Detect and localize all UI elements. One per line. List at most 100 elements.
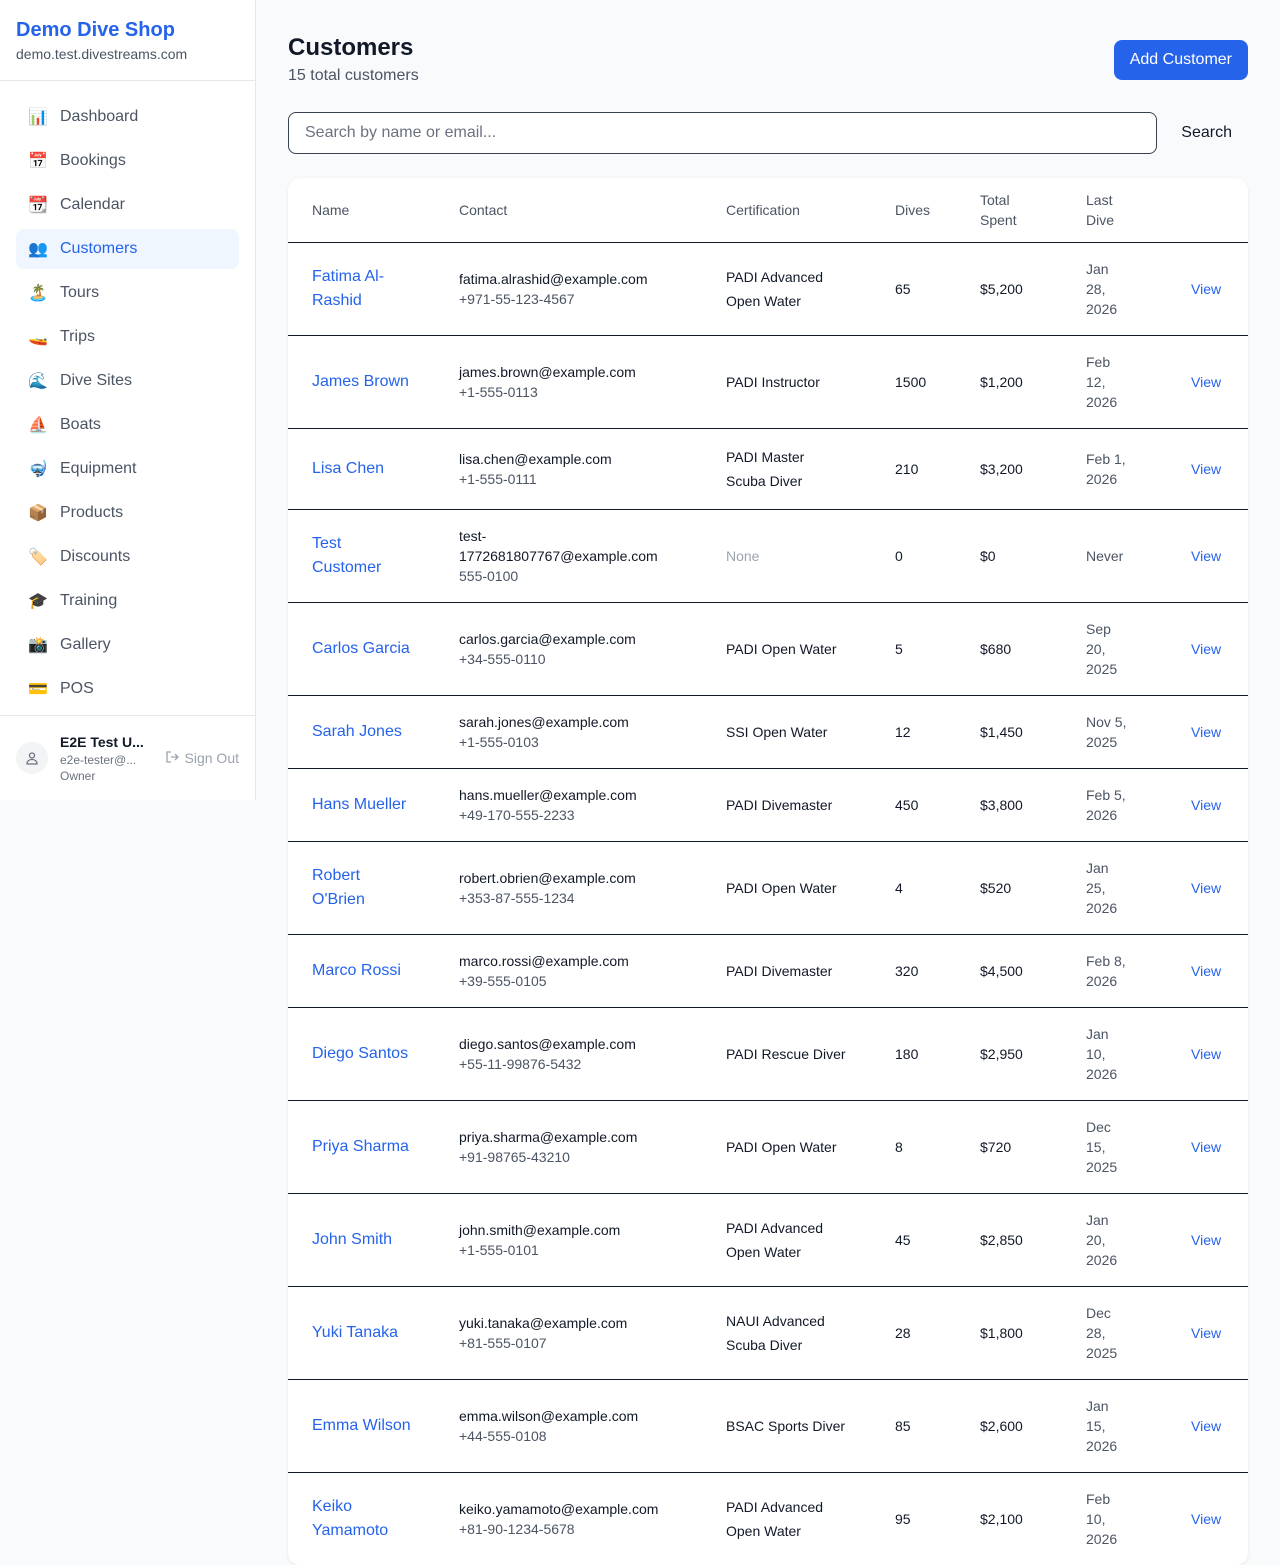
search-input[interactable] xyxy=(288,112,1157,154)
customer-last-dive: Sep 20, 2025 xyxy=(1062,603,1167,696)
view-customer-link[interactable]: View xyxy=(1191,641,1221,657)
customer-name-link[interactable]: Diego Santos xyxy=(312,1042,411,1066)
customer-email: emma.wilson@example.com xyxy=(459,1406,678,1426)
customer-total-spent: $2,850 xyxy=(956,1194,1062,1287)
view-customer-link[interactable]: View xyxy=(1191,1418,1221,1434)
view-customer-link[interactable]: View xyxy=(1191,548,1221,564)
view-customer-link[interactable]: View xyxy=(1191,1139,1221,1155)
customer-name-link[interactable]: Keiko Yamamoto xyxy=(312,1495,411,1543)
sidebar-item-calendar[interactable]: 📆Calendar xyxy=(16,185,239,225)
table-row: Carlos Garcia carlos.garcia@example.com+… xyxy=(288,603,1248,696)
customer-certification: PADI Master Scuba Diver xyxy=(702,429,871,510)
customer-certification: BSAC Sports Diver xyxy=(702,1380,871,1473)
customer-total-spent: $2,600 xyxy=(956,1380,1062,1473)
column-header: Name xyxy=(288,178,435,243)
view-customer-link[interactable]: View xyxy=(1191,963,1221,979)
user-name: E2E Test U... xyxy=(60,732,165,752)
add-customer-button[interactable]: Add Customer xyxy=(1114,40,1248,80)
customer-last-dive: Dec 28, 2025 xyxy=(1062,1287,1167,1380)
customer-total-spent: $4,500 xyxy=(956,935,1062,1008)
table-row: Keiko Yamamoto keiko.yamamoto@example.co… xyxy=(288,1473,1248,1565)
sidebar-item-bookings[interactable]: 📅Bookings xyxy=(16,141,239,181)
sidebar-item-label: Training xyxy=(60,592,117,610)
sidebar-item-label: Gallery xyxy=(60,636,111,654)
customer-certification: None xyxy=(702,510,871,603)
customer-dives: 95 xyxy=(871,1473,956,1565)
view-customer-link[interactable]: View xyxy=(1191,880,1221,896)
view-customer-link[interactable]: View xyxy=(1191,724,1221,740)
customer-name-link[interactable]: Marco Rossi xyxy=(312,959,411,983)
customer-last-dive: Feb 1, 2026 xyxy=(1062,429,1167,510)
customer-name-link[interactable]: Test Customer xyxy=(312,532,411,580)
sidebar-item-trips[interactable]: 🚤Trips xyxy=(16,317,239,357)
sidebar-item-label: Customers xyxy=(60,240,137,258)
sidebar-item-customers[interactable]: 👥Customers xyxy=(16,229,239,269)
customer-total-spent: $720 xyxy=(956,1101,1062,1194)
customer-email: john.smith@example.com xyxy=(459,1220,678,1240)
view-customer-link[interactable]: View xyxy=(1191,1511,1221,1527)
customer-dives: 28 xyxy=(871,1287,956,1380)
customer-phone: +971-55-123-4567 xyxy=(459,289,678,309)
sidebar-item-tours[interactable]: 🏝️Tours xyxy=(16,273,239,313)
view-customer-link[interactable]: View xyxy=(1191,1232,1221,1248)
customer-certification: PADI Open Water xyxy=(702,603,871,696)
customer-certification: PADI Open Water xyxy=(702,1101,871,1194)
sidebar-item-label: Equipment xyxy=(60,460,137,478)
customer-dives: 0 xyxy=(871,510,956,603)
sidebar-item-pos[interactable]: 💳POS xyxy=(16,669,239,709)
sidebar-item-products[interactable]: 📦Products xyxy=(16,493,239,533)
sign-out-icon xyxy=(165,750,179,767)
customer-dives: 12 xyxy=(871,696,956,769)
sidebar-item-boats[interactable]: ⛵Boats xyxy=(16,405,239,445)
customer-name-link[interactable]: Carlos Garcia xyxy=(312,637,411,661)
view-customer-link[interactable]: View xyxy=(1191,374,1221,390)
customer-name-link[interactable]: James Brown xyxy=(312,370,411,394)
view-customer-link[interactable]: View xyxy=(1191,797,1221,813)
sidebar-item-dive-sites[interactable]: 🌊Dive Sites xyxy=(16,361,239,401)
customer-certification: NAUI Advanced Scuba Diver xyxy=(702,1287,871,1380)
customer-name-link[interactable]: Sarah Jones xyxy=(312,720,411,744)
customer-certification: PADI Advanced Open Water xyxy=(702,1194,871,1287)
customer-total-spent: $1,200 xyxy=(956,336,1062,429)
customer-name-link[interactable]: Fatima Al-Rashid xyxy=(312,265,411,313)
customer-phone: +1-555-0111 xyxy=(459,469,678,489)
search-button[interactable]: Search xyxy=(1165,124,1248,142)
customer-email: james.brown@example.com xyxy=(459,362,678,382)
dashboard-icon: 📊 xyxy=(28,107,48,127)
customer-email: priya.sharma@example.com xyxy=(459,1127,678,1147)
sidebar-item-gallery[interactable]: 📸Gallery xyxy=(16,625,239,665)
view-customer-link[interactable]: View xyxy=(1191,1046,1221,1062)
sidebar-item-equipment[interactable]: 🤿Equipment xyxy=(16,449,239,489)
boats-icon: ⛵ xyxy=(28,415,48,435)
customer-email: marco.rossi@example.com xyxy=(459,951,678,971)
discounts-icon: 🏷️ xyxy=(28,547,48,567)
customer-total-spent: $1,800 xyxy=(956,1287,1062,1380)
customer-name-link[interactable]: Emma Wilson xyxy=(312,1414,411,1438)
customer-total-spent: $2,950 xyxy=(956,1008,1062,1101)
view-customer-link[interactable]: View xyxy=(1191,281,1221,297)
sidebar-item-dashboard[interactable]: 📊 Dashboard xyxy=(16,97,239,137)
sidebar-item-label: Dashboard xyxy=(60,108,138,126)
view-customer-link[interactable]: View xyxy=(1191,1325,1221,1341)
sidebar-item-label: Tours xyxy=(60,284,99,302)
customer-name-link[interactable]: Priya Sharma xyxy=(312,1135,411,1159)
customer-last-dive: Jan 10, 2026 xyxy=(1062,1008,1167,1101)
customer-name-link[interactable]: John Smith xyxy=(312,1228,411,1252)
customer-name-link[interactable]: Yuki Tanaka xyxy=(312,1321,411,1345)
shop-name[interactable]: Demo Dive Shop xyxy=(16,16,239,44)
sidebar-item-label: Discounts xyxy=(60,548,130,566)
sidebar: Demo Dive Shop demo.test.divestreams.com… xyxy=(0,0,256,800)
sidebar-item-discounts[interactable]: 🏷️ Discounts xyxy=(16,537,239,577)
sidebar-item-label: POS xyxy=(60,680,94,698)
user-role: Owner xyxy=(60,768,165,784)
customer-count: 15 total customers xyxy=(288,64,419,88)
customer-email: sarah.jones@example.com xyxy=(459,712,678,732)
customer-name-link[interactable]: Robert O'Brien xyxy=(312,864,411,912)
customer-name-link[interactable]: Lisa Chen xyxy=(312,457,411,481)
sign-out-button[interactable]: Sign Out xyxy=(165,750,239,767)
view-customer-link[interactable]: View xyxy=(1191,461,1221,477)
customer-total-spent: $5,200 xyxy=(956,243,1062,336)
customer-name-link[interactable]: Hans Mueller xyxy=(312,793,411,817)
sidebar-item-training[interactable]: 🎓Training xyxy=(16,581,239,621)
